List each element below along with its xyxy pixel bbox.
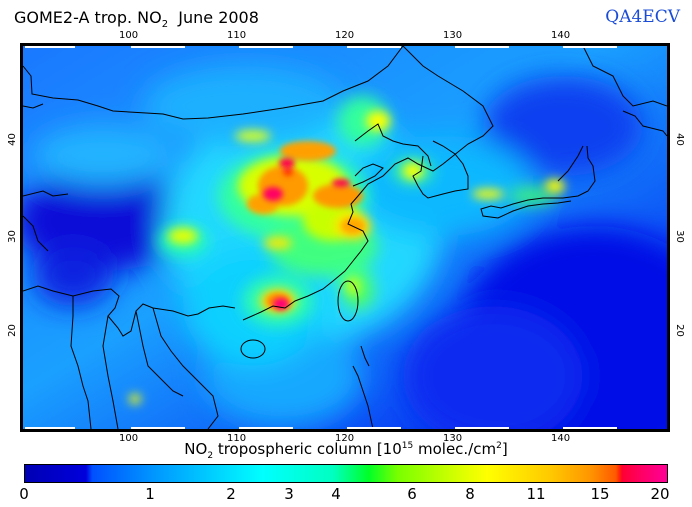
lon-label-bottom-140: 140	[551, 433, 571, 444]
frame-segment	[347, 46, 401, 48]
cb-label-sub: 2	[207, 451, 214, 461]
cb-label-mid: tropospheric column [10	[213, 440, 402, 458]
cb-tick-11: 11	[526, 485, 546, 503]
cb-tick-15: 15	[590, 485, 610, 503]
frame-segment	[25, 46, 75, 48]
brand-logo: QA4ECV	[605, 7, 680, 27]
lat-label-right-40: 40	[673, 133, 685, 146]
lon-label-top-100: 100	[119, 30, 139, 41]
cb-tick-3: 3	[284, 485, 294, 503]
frame-segment	[131, 46, 185, 48]
title-text: GOME2-A trop. NO	[14, 8, 162, 27]
lon-label-bottom-110: 110	[227, 433, 247, 444]
lon-label-top-120: 120	[335, 30, 355, 41]
cb-tick-8: 8	[465, 485, 475, 503]
frame-segment	[239, 427, 293, 429]
lon-label-top-140: 140	[551, 30, 571, 41]
map-title: GOME2-A trop. NO2 June 2008	[14, 8, 259, 30]
lon-label-bottom-130: 130	[443, 433, 463, 444]
frame-segment	[455, 46, 509, 48]
no2-field	[23, 46, 667, 429]
lon-label-top-110: 110	[227, 30, 247, 41]
cb-tick-2: 2	[226, 485, 236, 503]
frame-segment	[131, 427, 185, 429]
frame-segment	[239, 46, 293, 48]
frame-segment	[563, 427, 617, 429]
lon-label-bottom-100: 100	[119, 433, 139, 444]
colorbar-label: NO2 tropospheric column [1015 molec./cm2…	[0, 440, 692, 461]
cb-label-end: ]	[501, 440, 508, 458]
frame-segment	[25, 427, 75, 429]
frame-segment	[347, 427, 401, 429]
cb-label-exp2: 2	[496, 441, 502, 451]
lat-label-right-20: 20	[673, 324, 685, 337]
cb-tick-0: 0	[19, 485, 29, 503]
lat-label-left-40: 40	[6, 133, 18, 146]
colorbar	[24, 464, 668, 483]
cb-tick-6: 6	[407, 485, 417, 503]
title-subscript: 2	[161, 19, 169, 31]
cb-tick-1: 1	[145, 485, 155, 503]
cb-tick-20: 20	[650, 485, 670, 503]
frame-segment	[563, 46, 617, 48]
lon-label-bottom-120: 120	[335, 433, 355, 444]
cb-tick-4: 4	[331, 485, 341, 503]
cb-label-exp: 15	[401, 441, 414, 451]
lon-label-top-130: 130	[443, 30, 463, 41]
lat-label-left-30: 30	[6, 230, 18, 243]
cb-label-units: molec./cm	[413, 440, 497, 458]
no2-map	[20, 43, 670, 432]
cb-label-no: NO	[184, 440, 208, 458]
lat-label-left-20: 20	[6, 324, 18, 337]
frame-segment	[455, 427, 509, 429]
lat-label-right-30: 30	[673, 230, 685, 243]
title-date: June 2008	[178, 8, 259, 27]
